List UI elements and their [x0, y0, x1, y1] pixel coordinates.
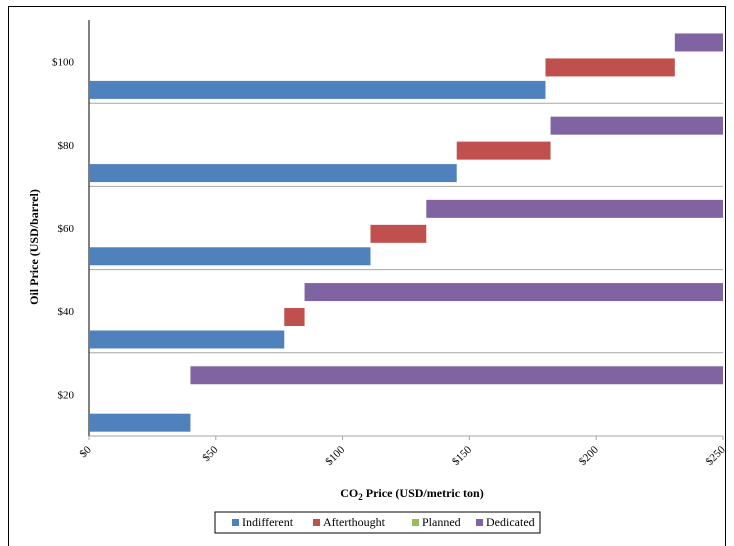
- bar-afterthought: [545, 58, 675, 77]
- bar-afterthought: [284, 308, 305, 327]
- y-tick-label: $20: [58, 389, 75, 401]
- bar-indifferent: [89, 80, 546, 99]
- legend: Indifferent Afterthought Planned Dedicated: [214, 511, 541, 534]
- x-axis-label-main: CO: [340, 486, 358, 500]
- y-tick-label: $60: [58, 223, 75, 235]
- bar-indifferent: [89, 330, 285, 349]
- bar-indifferent: [89, 164, 457, 183]
- legend-swatch: [412, 519, 419, 526]
- legend-label: Dedicated: [486, 515, 535, 529]
- x-tick-labels: $0 $50 $100 $150 $200 $250: [77, 436, 728, 468]
- bar-indifferent: [89, 247, 371, 266]
- bar-indifferent: [89, 413, 191, 432]
- x-tick-label: $200: [577, 444, 601, 468]
- bar-afterthought: [456, 141, 551, 160]
- legend-swatch: [313, 519, 320, 526]
- x-tick-label: $100: [323, 444, 347, 468]
- y-tick-label: $40: [58, 306, 75, 318]
- x-tick-label: $50: [200, 444, 221, 465]
- plot-area: [88, 20, 723, 437]
- legend-label: Indifferent: [242, 515, 294, 529]
- x-axis-label: CO2 Price (USD/metric ton): [340, 486, 483, 502]
- y-tick-labels: $100 $80 $60 $40 $20: [52, 57, 75, 402]
- x-axis-label-rest: Price (USD/metric ton): [363, 486, 484, 500]
- x-tick-label: $0: [77, 444, 94, 461]
- bar-dedicated: [304, 283, 723, 302]
- bar-dedicated: [190, 366, 723, 385]
- legend-swatch: [476, 519, 483, 526]
- bar-afterthought: [370, 224, 427, 243]
- y-tick-label: $100: [52, 57, 75, 69]
- legend-swatch: [232, 519, 239, 526]
- x-tick-label: $250: [704, 444, 728, 468]
- bar-dedicated: [426, 199, 723, 218]
- y-axis-label: Oil Price (USD/barrel): [27, 189, 41, 305]
- legend-label: Afterthought: [323, 515, 386, 529]
- chart-frame: [8, 6, 726, 546]
- bar-dedicated: [550, 116, 723, 135]
- bar-dedicated: [674, 33, 723, 52]
- legend-box: [214, 511, 541, 534]
- legend-label: Planned: [422, 515, 461, 529]
- x-tick-label: $150: [450, 444, 474, 468]
- y-tick-label: $80: [58, 140, 75, 152]
- x-axis-label-sub: 2: [358, 492, 363, 502]
